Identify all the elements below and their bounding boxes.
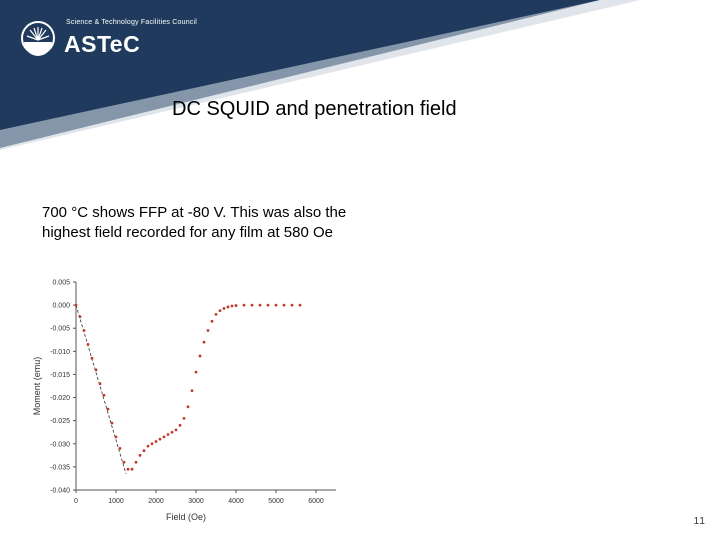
data-point [110,421,114,425]
moment-vs-field-chart: 0.005 0.000 -0.005 -0.010 -0.015 -0.020 -0.025… [32,280,336,522]
x-tick-label: 4000 [228,498,244,505]
y-tick-label: -0.010 [50,349,70,356]
data-point [298,303,302,307]
data-point [186,405,190,409]
data-point [166,433,170,436]
data-point [226,305,230,309]
data-point [242,303,246,307]
header-banner [0,0,640,150]
x-axis-label: Field (Oe) [166,512,206,522]
data-point [250,303,254,307]
data-point [122,460,126,464]
x-tick-label: 3000 [188,498,204,505]
x-tick-label: 5000 [268,498,284,505]
data-point [74,303,78,307]
x-tick-label: 1000 [108,498,124,505]
y-tick-label: -0.015 [50,372,70,379]
data-point [258,303,262,307]
data-point [118,447,122,450]
y-tick-label: -0.035 [50,464,70,471]
y-tick-label: 0.005 [52,280,70,287]
data-point [206,329,210,332]
data-point [174,428,178,432]
data-point [94,368,98,372]
data-point [114,435,118,439]
data-point [162,435,166,439]
data-point [170,430,174,434]
y-tick-label: 0.000 [52,303,70,310]
x-tick-label: 6000 [308,498,324,505]
logo-text: ASTeC [64,31,141,57]
data-point [234,304,238,307]
data-point [178,423,182,427]
data-point [282,303,286,307]
data-point [154,440,158,443]
y-tick-label: -0.030 [50,441,70,448]
data-point [290,303,294,307]
header-band-light-edge [0,0,640,150]
x-tick-label: 0 [74,498,78,505]
y-axis-label: Moment (emu) [32,357,42,416]
data-point [218,309,222,313]
data-point [78,315,82,319]
y-tick-label: -0.005 [50,326,70,333]
data-point [158,437,162,441]
data-point [86,343,90,346]
data-point [90,356,94,360]
y-tick-label: -0.020 [50,395,70,402]
data-point [150,442,154,446]
x-tick-label: 2000 [148,498,164,505]
data-point [266,303,270,307]
page-number: 11 [693,516,706,527]
data-point [82,329,86,332]
data-point [126,467,130,471]
data-point [230,304,234,308]
data-point [190,389,194,393]
data-point [146,444,150,448]
data-point [98,382,102,386]
slide-title: DC SQUID and penetration field [172,98,457,120]
data-point [202,340,206,344]
data-point [198,354,202,358]
fit-line [75,304,127,474]
data-point [106,407,110,411]
data-point [274,303,278,307]
data-point [138,453,142,457]
data-point [194,370,198,374]
data-point [134,460,138,464]
org-name: Science & Technology Facilities Council [66,19,198,26]
data-point [210,319,214,323]
data-point [130,467,134,471]
stfc-sunburst-logo-icon [21,21,55,56]
y-tick-label: -0.025 [50,418,70,425]
slide-body-text: 700 °C shows FFP at -80 V. This was also… [42,204,347,241]
data-point [222,306,226,310]
data-point [102,393,106,397]
data-point [142,449,146,453]
data-point [214,312,218,316]
data-point [182,416,186,420]
y-tick-label: -0.040 [50,488,70,495]
